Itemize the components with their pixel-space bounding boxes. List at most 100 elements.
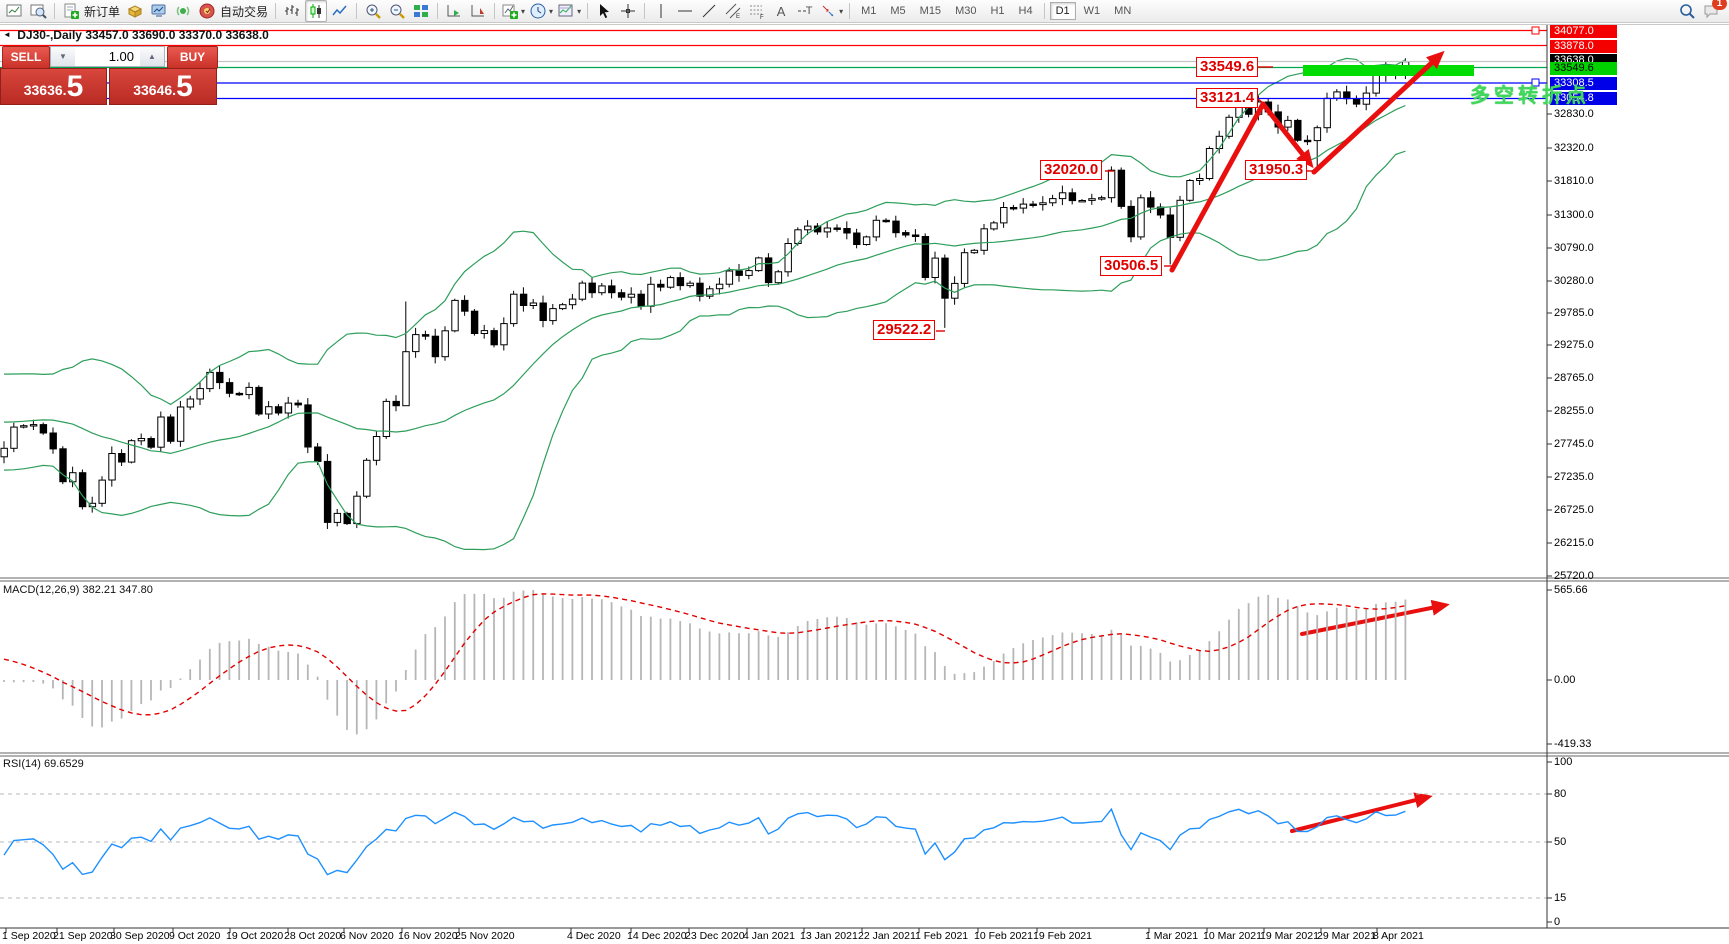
signal-icon (176, 6, 190, 16)
timeframe-W1[interactable]: W1 (1083, 5, 1101, 17)
line-chart-button[interactable] (329, 0, 351, 22)
candlestick-chart-button[interactable] (305, 0, 328, 22)
zoom-in-button[interactable] (362, 0, 384, 22)
text-tool[interactable]: A (776, 3, 786, 19)
zoom-out-button[interactable] (386, 0, 408, 22)
sell-price-display[interactable]: 33636. 5 (0, 68, 107, 105)
candlestick-icon (310, 4, 322, 18)
timeframe-H4[interactable]: H4 (1018, 5, 1033, 17)
auto-scroll-icon (447, 5, 461, 17)
toolbar-separator (54, 3, 55, 19)
templates-button[interactable]: ▾ (556, 0, 582, 22)
cursor-icon (600, 4, 610, 19)
chart-title: ◄ DJ30-,Daily 33457.0 33690.0 33370.0 33… (3, 28, 269, 42)
signals-button[interactable] (172, 0, 194, 22)
trendline-icon (702, 4, 716, 18)
cursor-button[interactable] (593, 0, 615, 22)
horizontal-line-icon (678, 10, 693, 12)
new-chart-button[interactable] (3, 0, 25, 22)
volume-decrease-button[interactable]: ▼ (51, 47, 75, 66)
channel-tool[interactable]: E (722, 0, 744, 22)
indicators-icon (502, 4, 519, 19)
timeframe-M5[interactable]: M5 (890, 5, 906, 17)
profile-chart-icon (30, 4, 47, 19)
sell-price-small: 33636. (23, 82, 67, 98)
toolbar-separator (437, 3, 439, 19)
autotrade-button[interactable] (196, 0, 218, 22)
channel-icon: E (725, 3, 741, 20)
timeframe-H1[interactable]: H1 (990, 5, 1005, 17)
search-icon (1680, 4, 1695, 19)
toolbar-separator (849, 3, 851, 19)
crosshair-button[interactable] (617, 0, 639, 22)
terminal-icon (151, 4, 166, 17)
buy-price-small: 33646. (133, 82, 177, 98)
timeframe-D1[interactable]: D1 (1049, 2, 1076, 20)
timeframe-M15[interactable]: M15 (919, 5, 942, 17)
toolbar-separator (1043, 3, 1045, 19)
chevron-down-icon: ▾ (577, 6, 582, 16)
chart-shift-button[interactable] (467, 0, 489, 22)
crosshair-icon (621, 4, 636, 18)
arrows-tool[interactable]: ▾ (818, 0, 844, 22)
line-chart-icon (332, 5, 347, 16)
timeframe-M1[interactable]: M1 (861, 5, 877, 17)
template-icon (558, 4, 573, 17)
toolbar-separator (275, 3, 277, 19)
tile-windows-button[interactable] (410, 0, 432, 22)
chevron-down-icon: ▾ (549, 6, 554, 16)
symbol-period-label: DJ30-,Daily (17, 28, 82, 42)
arrows-icon (822, 5, 834, 17)
timeframe-M30[interactable]: M30 (955, 5, 977, 17)
buy-button[interactable]: BUY (167, 46, 218, 69)
terminal-button[interactable] (148, 0, 170, 22)
toolbar-separator (494, 3, 496, 19)
horizontal-line-tool[interactable] (674, 0, 696, 22)
trendline-tool[interactable] (698, 0, 720, 22)
bar-chart-icon (285, 5, 300, 16)
turning-point-annotation[interactable]: 多空转折点 (1470, 85, 1590, 107)
main-toolbar: 新订单 自动交易 ▾ ▾ ▾ E F A T ▾ M1 M5 M15 M30 H1 H4 … (0, 0, 1729, 23)
buy-price-display[interactable]: 33646. 5 (109, 68, 217, 105)
auto-scroll-button[interactable] (443, 0, 465, 22)
chart-shift-icon (471, 5, 485, 17)
timeframe-group-minutes: M1 M5 M15 M30 H1 H4 (854, 2, 1040, 20)
trade-controls-row: SELL ▼ 1.00 ▲ BUY (0, 44, 218, 69)
vertical-line-icon (660, 4, 662, 18)
fibonacci-icon: F (750, 5, 764, 20)
clock-icon (530, 3, 546, 19)
periods-button[interactable]: ▾ (528, 0, 554, 22)
bar-chart-button[interactable] (281, 0, 303, 22)
new-order-button[interactable] (60, 0, 82, 22)
ohlc-values: 33457.0 33690.0 33370.0 33638.0 (85, 28, 269, 42)
volume-increase-button[interactable]: ▲ (140, 47, 164, 66)
autotrade-label[interactable]: 自动交易 (220, 4, 269, 19)
toolbar-right-group: 1 (1675, 0, 1727, 22)
sell-button[interactable]: SELL (2, 46, 50, 69)
market-watch-button[interactable] (124, 0, 146, 22)
text-label-tool[interactable]: T (794, 0, 816, 22)
svg-text:F: F (760, 15, 764, 20)
volume-input[interactable]: 1.00 (108, 49, 134, 64)
new-order-label[interactable]: 新订单 (84, 4, 121, 19)
cube-icon (127, 5, 143, 18)
search-button[interactable] (1676, 0, 1698, 22)
sell-price-big: 5 (66, 70, 84, 103)
notifications-button[interactable]: 1 (1700, 0, 1727, 22)
zoom-in-icon (366, 4, 381, 19)
fibonacci-tool[interactable]: F (746, 0, 768, 22)
text-label-icon (797, 10, 806, 12)
indicators-button[interactable]: ▾ (500, 0, 526, 22)
vertical-line-tool[interactable] (650, 0, 672, 22)
chevron-down-icon: ▾ (839, 6, 844, 16)
toolbar-separator (644, 3, 646, 19)
zoom-out-icon (390, 4, 405, 19)
new-order-icon (64, 3, 79, 19)
chevron-down-icon: ▾ (521, 6, 526, 16)
profiles-button[interactable] (27, 0, 49, 22)
timeframe-MN[interactable]: MN (1114, 5, 1132, 17)
macd-label: MACD(12,26,9) 382.21 347.80 (3, 584, 153, 596)
toolbar-separator (587, 3, 589, 19)
